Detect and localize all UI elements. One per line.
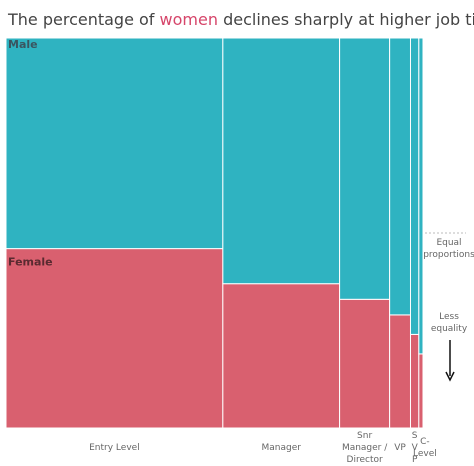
x-tick-line: Manager / [342,443,388,453]
x-tick-label: Snr Manager / Director [342,431,388,465]
title-highlight: women [160,10,218,29]
x-tick-line: Snr [357,431,372,441]
annotation-line: Less [439,312,459,322]
bar-segment [222,283,341,429]
title-part: The percentage of [7,10,155,29]
x-tick-line: V [412,443,419,453]
annotation-line: equality [431,324,468,334]
series-label: Female [8,256,53,269]
chart-title: The percentage of women declines sharply… [7,10,474,29]
bar-segment [418,37,424,355]
bar-segment [389,314,411,429]
bar-segment [339,298,391,429]
bar-segment [339,37,391,300]
series-label: Male [8,38,38,51]
x-tick-label: Manager [261,443,301,453]
annotation: Equal proportions [423,238,474,260]
x-tick-line: Manager [261,443,301,453]
annotation: Less equality [431,312,468,334]
annotation-line: Equal [436,238,461,248]
x-tick-line: Entry Level [89,443,140,453]
x-tick-label: VP [394,443,406,453]
arrow-head [445,371,455,382]
bar-segment [418,353,424,429]
bar-segment [222,37,341,285]
x-tick-line: S [412,431,418,441]
x-tick-label: Entry Level [89,443,140,453]
annotation-line: proportions [423,250,474,260]
x-tick-line: Level [413,449,437,459]
x-tick-label: C- Level [413,437,437,459]
x-tick-line: P [412,455,418,465]
bar-segment [5,37,224,250]
title-part: declines sharply at higher job titles [223,10,474,29]
bar-segment [389,37,411,316]
bar-segment [409,333,420,429]
x-tick-line: Director [347,455,383,465]
bar-segment [5,248,224,429]
x-tick-line: VP [394,443,406,453]
x-tick-line: C- [420,437,430,447]
bar-segment [409,37,420,335]
plot: Entry Level Manager Snr Manager / Director VP… [5,37,437,465]
